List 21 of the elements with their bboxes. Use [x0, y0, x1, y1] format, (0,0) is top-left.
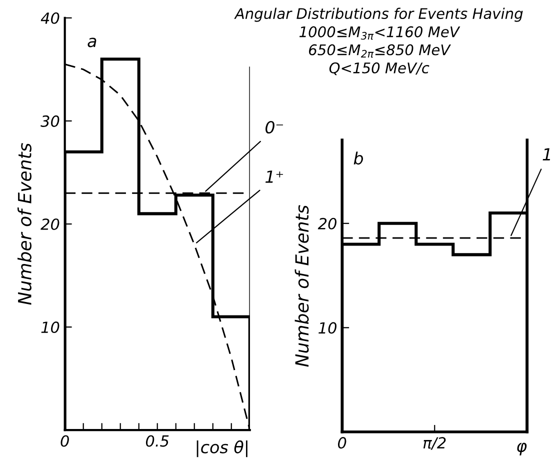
y-tick-label: 20 — [40, 218, 60, 230]
x-tick-label: π/2 — [423, 437, 446, 450]
x-tick-label: 0 — [338, 437, 346, 449]
y-tick-label: 40 — [40, 12, 60, 24]
x-axis-title: |cos θ| — [196, 440, 248, 458]
chart-subtitle: 1000≤M$_{3π}$<1160 MeV 650≤M$_{2π}$≤850 MeV Q<150 MeV/c — [299, 26, 460, 76]
annotation: 0⁻ — [266, 120, 283, 134]
annotation: 1⁺ — [265, 170, 283, 183]
y-tick-label: 10 — [318, 322, 336, 334]
x-tick-label: 0 — [60, 435, 69, 447]
annotation: a — [88, 38, 96, 48]
y-tick-label: 10 — [41, 322, 60, 334]
annotation: b — [354, 152, 363, 165]
x-tick-label: 0.5 — [146, 435, 169, 447]
y-tick-label: 30 — [40, 115, 60, 127]
y-axis-title: Number of Events — [294, 205, 309, 367]
y-tick-label: 20 — [318, 218, 336, 230]
chart-title: Angular Distributions for Events Having — [234, 8, 523, 22]
x-axis-title: φ — [517, 442, 527, 456]
y-axis-title: Number of Events — [18, 143, 32, 305]
annotation: 1 — [542, 148, 550, 160]
